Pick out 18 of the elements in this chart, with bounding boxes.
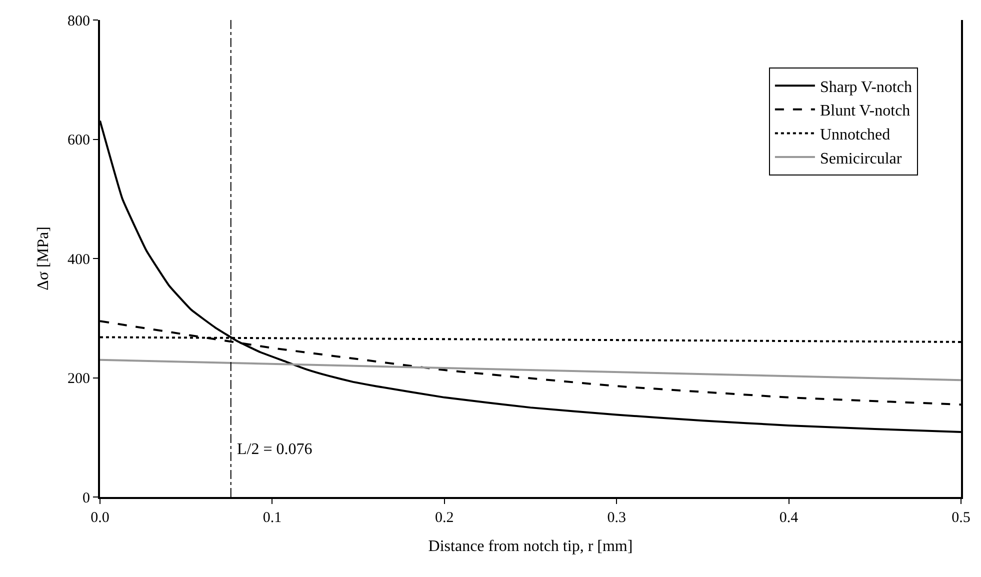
x-tick-label: 0.2 <box>435 510 454 526</box>
y-axis-title: Δσ [MPa] <box>34 226 52 290</box>
ref-line-label: L/2 = 0.076 <box>237 441 312 458</box>
x-tick-label: 0.3 <box>607 510 626 526</box>
legend-label: Unnotched <box>820 126 890 144</box>
y-tick-label: 400 <box>68 252 90 268</box>
x-tick-label: 0.0 <box>90 510 110 526</box>
y-tick-label: 200 <box>68 371 90 387</box>
legend-label: Blunt V-notch <box>820 102 910 120</box>
x-axis-title: Distance from notch tip, r [mm] <box>428 538 633 556</box>
y-tick-label: 0 <box>82 490 90 506</box>
y-tick-label: 600 <box>68 132 90 148</box>
legend-label: Semicircular <box>820 150 902 168</box>
x-tick-label: 0.1 <box>262 510 282 526</box>
y-tick-label: 800 <box>68 13 90 30</box>
x-tick-label: 0.5 <box>952 510 970 526</box>
legend-label: Sharp V-notch <box>820 78 912 96</box>
x-tick-label: 0.4 <box>779 510 799 526</box>
